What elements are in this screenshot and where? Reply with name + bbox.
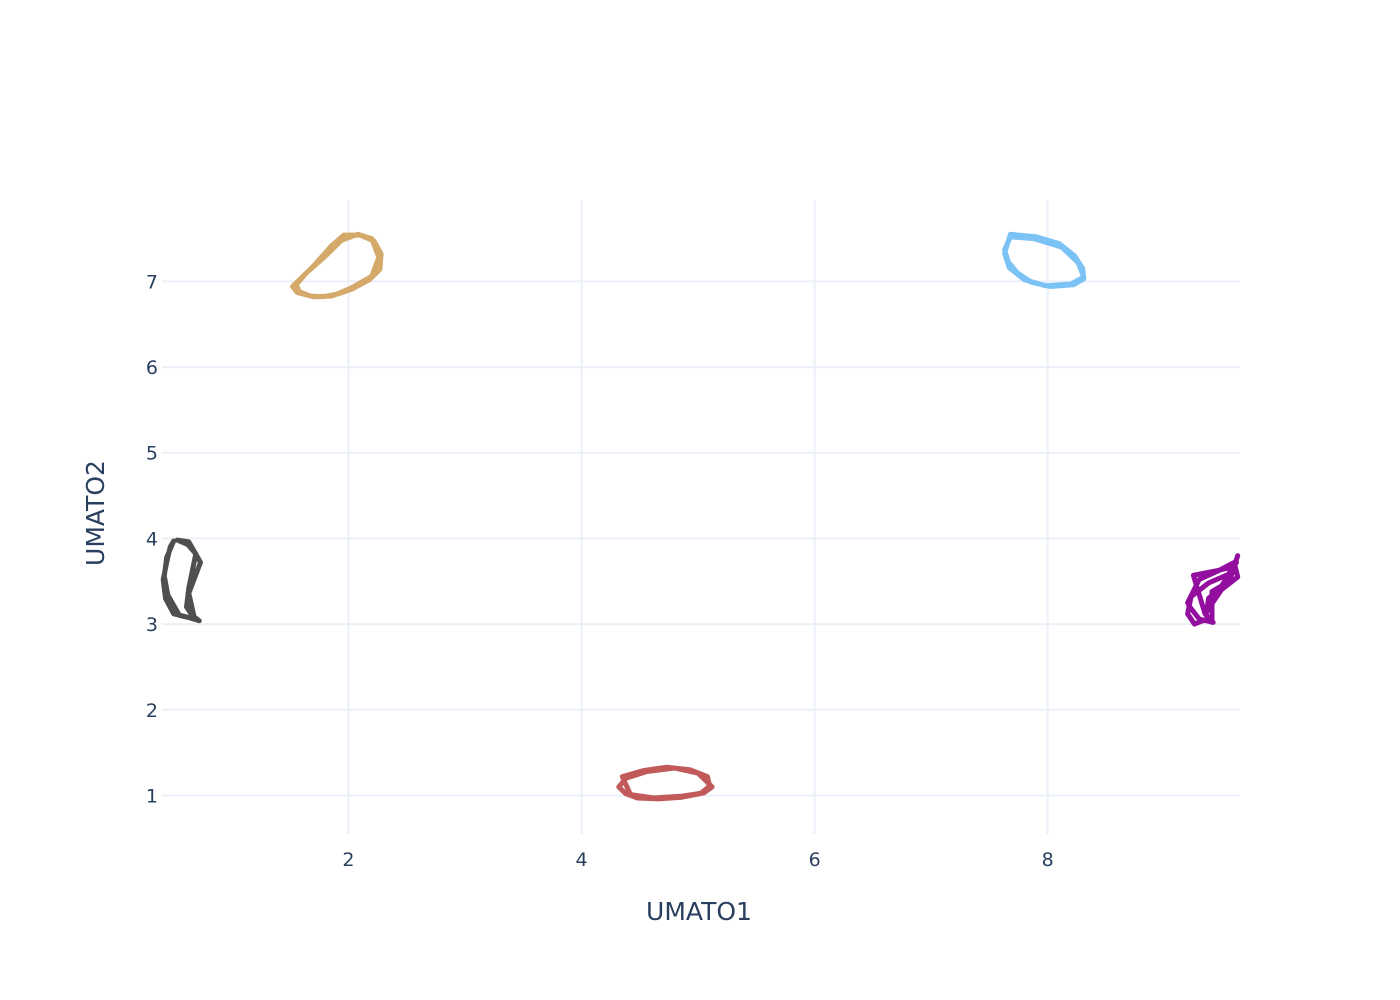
plot-area	[160, 231, 1241, 802]
x-tick-label: 6	[809, 849, 821, 871]
y-gridlines	[162, 280, 1240, 797]
series-line-5	[1185, 553, 1241, 627]
series-line-2	[1002, 231, 1087, 289]
y-tick-label: 1	[146, 785, 158, 807]
x-tick-label: 4	[575, 849, 587, 871]
x-tick-label: 2	[342, 849, 354, 871]
y-tick-label: 6	[146, 357, 158, 379]
x-tick-labels: 2 4 6 8	[342, 849, 1053, 871]
x-tick-label: 8	[1042, 849, 1054, 871]
y-tick-label: 2	[146, 700, 158, 722]
y-tick-labels: 1 2 3 4 5 6 7	[146, 271, 158, 807]
series-line-1	[290, 231, 384, 300]
series-line-3	[160, 537, 203, 624]
y-tick-label: 3	[146, 614, 158, 636]
y-tick-label: 4	[146, 528, 158, 550]
y-tick-label: 5	[146, 443, 158, 465]
series-line-4	[616, 764, 715, 802]
y-axis-title: UMATO2	[81, 460, 110, 566]
x-axis-title: UMATO1	[646, 897, 752, 926]
y-tick-label: 7	[146, 271, 158, 293]
x-gridlines	[347, 200, 1049, 834]
